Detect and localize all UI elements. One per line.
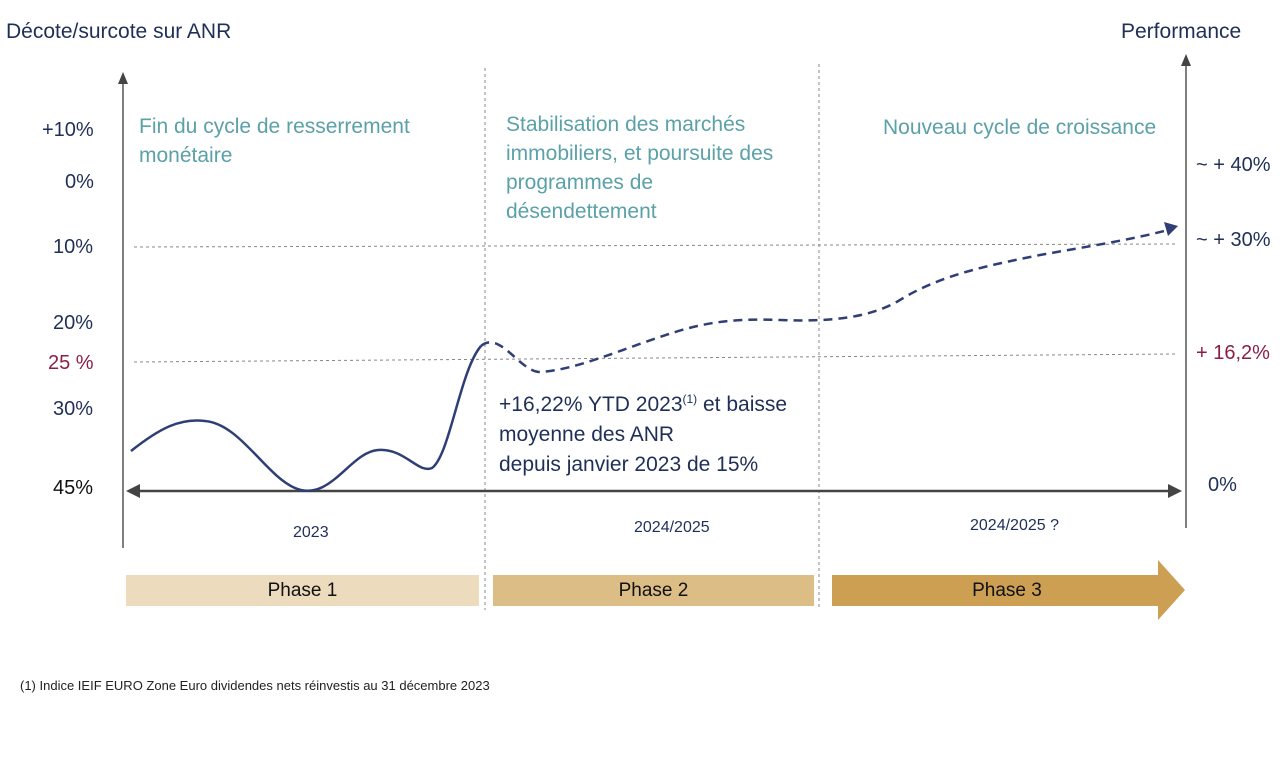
annotation-line-3: depuis janvier 2023 de 15% bbox=[499, 453, 759, 476]
phase-3-label: Phase 3 bbox=[972, 580, 1042, 601]
performance-annotation: +16,22% YTD 2023(1) et baisse moyenne de… bbox=[499, 384, 819, 480]
period-label-phase-2: 2024/2025 bbox=[634, 519, 710, 536]
right-axis-label: ~ + 30% bbox=[1196, 229, 1271, 251]
right-axis-title: Performance bbox=[1121, 20, 1242, 43]
time-axis-arrow-left bbox=[126, 484, 140, 498]
left-axis-label: 0% bbox=[65, 171, 94, 193]
footnote: (1) Indice IEIF EURO Zone Euro dividende… bbox=[20, 678, 490, 693]
right-axis-label-highlight: + 16,2% bbox=[1196, 342, 1270, 364]
phase-1-label: Phase 1 bbox=[267, 580, 338, 601]
annotation-line-2: moyenne des ANR bbox=[499, 423, 675, 446]
reference-line-30pct bbox=[133, 243, 1177, 248]
right-axis-arrowhead bbox=[1181, 54, 1191, 66]
phase-3-arrow-bar bbox=[832, 560, 1185, 620]
reference-line-16pct bbox=[133, 353, 1177, 363]
performance-curve-actual bbox=[130, 345, 482, 492]
left-axis-label: 30% bbox=[53, 398, 94, 420]
left-axis-title: Décote/surcote sur ANR bbox=[6, 20, 232, 43]
left-axis-label-highlight: 25 % bbox=[48, 352, 94, 374]
phase-2-label: Phase 2 bbox=[618, 580, 689, 601]
period-label-phase-3: 2024/2025 ? bbox=[970, 517, 1059, 534]
time-axis-arrow-right bbox=[1168, 484, 1182, 498]
annotation-line-1: +16,22% YTD 2023(1) et baisse bbox=[499, 392, 788, 416]
phase-2-bar bbox=[493, 575, 814, 606]
right-axis-label: 0% bbox=[1208, 474, 1237, 496]
period-label-phase-1: 2023 bbox=[293, 524, 329, 541]
left-axis-label: 45% bbox=[53, 477, 94, 499]
left-axis-label: 20% bbox=[53, 312, 94, 334]
phase-1-heading: Fin du cycle de resserrement monétaire bbox=[139, 115, 410, 167]
phase-2-heading: Stabilisation des marchés immobiliers, e… bbox=[506, 113, 774, 223]
performance-curve-projection bbox=[480, 228, 1169, 374]
left-axis-label: +10% bbox=[42, 119, 94, 141]
right-axis-label: ~ + 40% bbox=[1196, 154, 1271, 176]
phase-1-bar bbox=[126, 575, 479, 606]
left-axis-arrowhead bbox=[118, 72, 128, 84]
phase-3-heading: Nouveau cycle de croissance bbox=[883, 116, 1157, 139]
left-axis-label: 10% bbox=[53, 236, 94, 258]
projection-arrowhead bbox=[1164, 222, 1178, 236]
